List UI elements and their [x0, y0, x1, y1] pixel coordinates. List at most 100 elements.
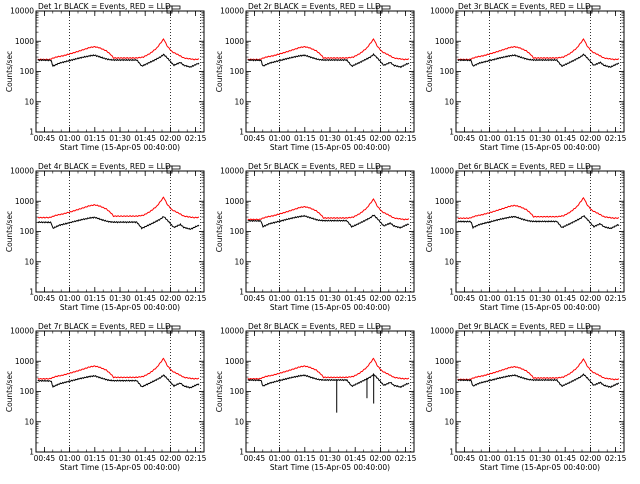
- y-tick-label: 10: [444, 417, 454, 426]
- y-tick-label: 100: [20, 387, 35, 396]
- x-tick-label: 01:30: [109, 294, 131, 303]
- panel-title: Det 1r BLACK = Events, RED = LLD: [38, 2, 171, 11]
- corner-marker: [166, 5, 173, 14]
- corner-marker: [591, 325, 601, 330]
- panel-title: Det 9r BLACK = Events, RED = LLD: [458, 322, 591, 331]
- x-tick-label: 02:00: [160, 294, 182, 303]
- panel-1: Det 1r BLACK = Events, RED = LLD 1 10 100 10…: [5, 2, 207, 152]
- y-tick-label: 1: [239, 288, 244, 297]
- x-tick-label: 01:30: [319, 294, 341, 303]
- x-tick-label: 01:15: [84, 294, 106, 303]
- y-axis-label: Counts/sec: [425, 371, 434, 412]
- y-tick-label: 10000: [430, 327, 454, 336]
- x-tick-label: 01:30: [319, 454, 341, 463]
- panel-5: Det 5r BLACK = Events, RED = LLD 1 10 100 10…: [215, 162, 417, 312]
- series-lld-line: [457, 196, 620, 220]
- x-tick-label: 00:45: [244, 454, 266, 463]
- x-tick-label: 01:45: [134, 294, 156, 303]
- corner-marker: [171, 165, 181, 170]
- series-events-line: [247, 214, 410, 229]
- series-lld-line: [247, 38, 410, 61]
- y-tick-label: 10000: [10, 327, 34, 336]
- plot-frame: [245, 330, 415, 453]
- corner-marker: [166, 325, 173, 334]
- panel-6: Det 6r BLACK = Events, RED = LLD 1 10 100 10…: [425, 162, 627, 312]
- panel-2: Det 2r BLACK = Events, RED = LLD 1 10 100 10…: [215, 2, 417, 152]
- series-events-line: [247, 373, 410, 389]
- x-tick-label: 02:15: [395, 454, 417, 463]
- x-tick-label: 01:00: [269, 454, 291, 463]
- x-tick-label: 00:45: [454, 134, 476, 143]
- x-tick-label: 01:15: [504, 134, 526, 143]
- x-tick-label: 01:30: [109, 134, 131, 143]
- corner-marker: [171, 5, 181, 10]
- series-events-line: [37, 53, 200, 68]
- corner-marker: [171, 325, 181, 330]
- x-tick-label: 02:00: [370, 454, 392, 463]
- panel-title: Det 8r BLACK = Events, RED = LLD: [248, 322, 381, 331]
- plot-frame: [455, 10, 625, 133]
- series-lld-line: [457, 358, 620, 381]
- y-tick-label: 1: [239, 128, 244, 137]
- y-tick-label: 10000: [10, 167, 34, 176]
- x-tick-label: 01:00: [479, 294, 501, 303]
- panel-title: Det 2r BLACK = Events, RED = LLD: [248, 2, 381, 11]
- x-tick-label: 02:15: [185, 294, 207, 303]
- x-tick-label: 01:45: [554, 294, 576, 303]
- x-tick-label: 01:00: [59, 294, 81, 303]
- series-events-line: [37, 216, 200, 231]
- panel-4: Det 4r BLACK = Events, RED = LLD 1 10 100 10…: [5, 162, 207, 312]
- plot-frame: [245, 170, 415, 293]
- panel-title: Det 3r BLACK = Events, RED = LLD: [458, 2, 591, 11]
- y-tick-label: 10: [24, 417, 34, 426]
- x-tick-label: 01:15: [84, 134, 106, 143]
- y-tick-label: 1000: [435, 197, 454, 206]
- x-tick-label: 01:45: [134, 134, 156, 143]
- x-tick-label: 00:45: [244, 294, 266, 303]
- x-tick-label: 02:15: [395, 294, 417, 303]
- y-tick-label: 10000: [220, 7, 244, 16]
- panel-7: Det 7r BLACK = Events, RED = LLD 1 10 100 10…: [5, 322, 207, 472]
- x-tick-label: 01:15: [504, 454, 526, 463]
- x-tick-label: 02:15: [185, 134, 207, 143]
- series-events-line: [247, 52, 410, 69]
- plot-frame: [455, 330, 625, 453]
- x-tick-label: 00:45: [34, 294, 56, 303]
- y-tick-label: 100: [440, 227, 455, 236]
- plot-frame: [245, 10, 415, 133]
- y-tick-label: 10000: [220, 327, 244, 336]
- x-axis-label: Start Time (15-Apr-05 00:40:00): [60, 463, 180, 472]
- x-tick-label: 01:15: [294, 454, 316, 463]
- corner-marker: [586, 165, 593, 174]
- corner-marker: [376, 5, 383, 14]
- corner-marker: [166, 165, 173, 174]
- y-tick-label: 1000: [435, 357, 454, 366]
- x-tick-label: 01:00: [479, 134, 501, 143]
- y-tick-label: 10: [444, 97, 454, 106]
- series-lld-line: [247, 357, 410, 380]
- series-events-line: [37, 374, 200, 389]
- y-tick-label: 100: [440, 67, 455, 76]
- panel-9: Det 9r BLACK = Events, RED = LLD 1 10 100 10…: [425, 322, 627, 472]
- y-tick-label: 1: [239, 448, 244, 457]
- y-tick-label: 1000: [15, 37, 34, 46]
- x-tick-label: 01:45: [344, 134, 366, 143]
- corner-marker: [591, 165, 601, 170]
- panel-title: Det 4r BLACK = Events, RED = LLD: [38, 162, 171, 171]
- x-axis-label: Start Time (15-Apr-05 00:40:00): [270, 303, 390, 312]
- x-tick-label: 01:00: [59, 134, 81, 143]
- y-axis-label: Counts/sec: [5, 211, 14, 252]
- y-tick-label: 1000: [225, 357, 244, 366]
- corner-marker: [376, 325, 383, 334]
- x-tick-label: 01:30: [529, 454, 551, 463]
- x-tick-label: 02:15: [185, 454, 207, 463]
- y-axis-label: Counts/sec: [425, 211, 434, 252]
- corner-marker: [381, 165, 391, 170]
- x-tick-label: 00:45: [34, 454, 56, 463]
- x-tick-label: 01:30: [529, 294, 551, 303]
- corner-marker: [376, 165, 383, 174]
- x-tick-label: 02:00: [160, 134, 182, 143]
- panel-3: Det 3r BLACK = Events, RED = LLD 1 10 100 10…: [425, 2, 627, 152]
- corner-marker: [381, 5, 391, 10]
